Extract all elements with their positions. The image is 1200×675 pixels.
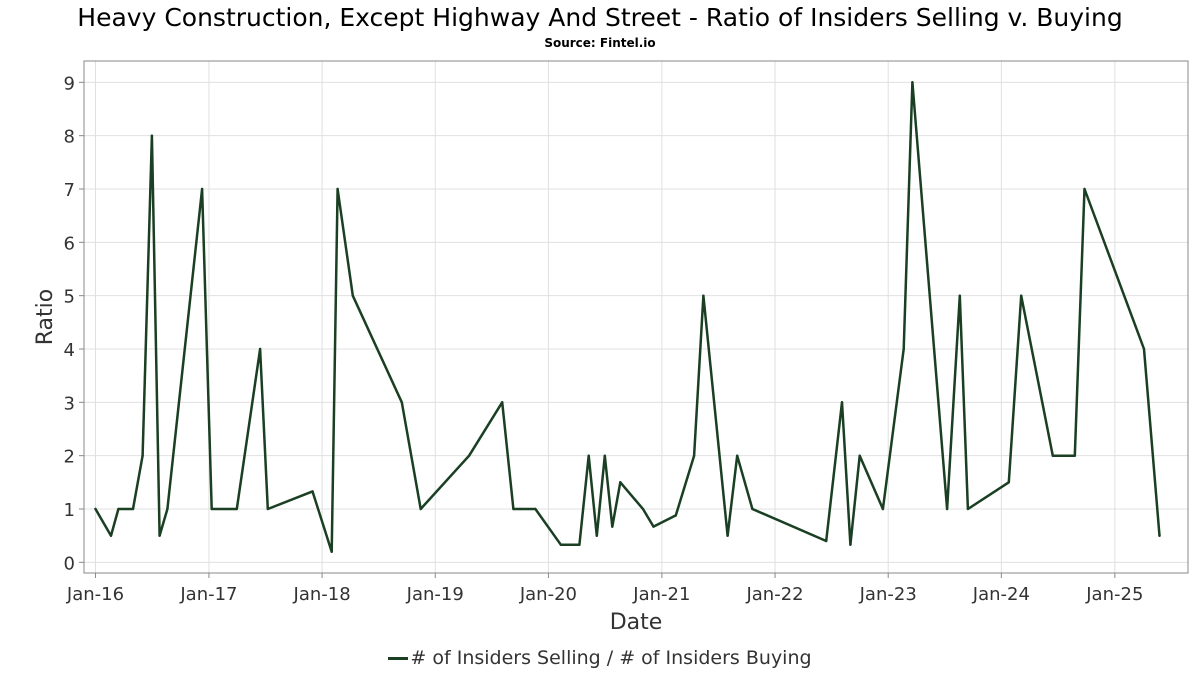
y-tick-label: 4 — [64, 340, 75, 361]
data-point — [141, 454, 144, 457]
data-point — [603, 454, 606, 457]
y-tick-label: 9 — [64, 73, 75, 94]
data-point — [200, 187, 204, 191]
data-point — [1083, 187, 1086, 191]
y-axis: 0 1 2 3 4 5 6 7 8 9 — [64, 73, 84, 574]
x-tick-label: Jan-21 — [632, 584, 690, 605]
data-point — [1142, 347, 1146, 351]
data-point — [619, 481, 622, 484]
data-point — [131, 507, 135, 511]
y-axis-label: Ratio — [33, 289, 58, 345]
data-point — [751, 507, 754, 511]
data-point — [945, 507, 949, 511]
data-point — [158, 534, 161, 537]
data-point — [611, 525, 614, 528]
data-point — [911, 81, 914, 84]
y-tick-label: 5 — [64, 287, 75, 308]
data-point — [674, 514, 677, 517]
data-point — [587, 454, 590, 457]
data-point — [902, 347, 905, 351]
data-point — [419, 507, 422, 511]
data-point — [840, 401, 844, 404]
grid-lines — [84, 61, 1188, 573]
data-point — [512, 507, 515, 511]
data-point — [1158, 534, 1161, 537]
data-point — [94, 507, 97, 511]
plot-frame — [83, 60, 1189, 574]
data-point — [1020, 294, 1023, 297]
x-tick-label: Jan-22 — [745, 584, 803, 605]
x-tick-label: Jan-16 — [66, 584, 124, 605]
data-point — [825, 539, 828, 543]
data-point — [1073, 454, 1077, 457]
series-layer — [94, 81, 1161, 553]
chart-subtitle: Source: Fintel.io — [544, 36, 656, 50]
data-point — [400, 401, 403, 404]
y-tick-label: 3 — [64, 393, 75, 414]
x-tick-label: Jan-19 — [406, 584, 464, 605]
data-point — [966, 507, 970, 511]
data-point — [652, 525, 655, 528]
data-point — [726, 534, 729, 537]
x-tick-label: Jan-17 — [179, 584, 237, 605]
y-tick-label: 1 — [64, 500, 75, 521]
data-point — [235, 507, 238, 511]
data-point — [1051, 454, 1055, 457]
data-point — [692, 454, 696, 457]
data-point — [736, 454, 739, 457]
data-point — [641, 507, 645, 511]
data-point — [266, 507, 269, 511]
data-point — [150, 134, 154, 137]
data-point — [166, 507, 169, 511]
data-point — [858, 454, 861, 457]
x-tick-label: Jan-25 — [1085, 584, 1143, 605]
y-tick-label: 7 — [64, 180, 75, 201]
data-point — [702, 294, 705, 297]
data-point — [578, 543, 581, 546]
legend-line-swatch — [388, 657, 409, 660]
data-point — [881, 507, 885, 511]
data-point — [351, 294, 354, 297]
data-point — [109, 534, 113, 537]
data-point — [117, 507, 120, 511]
y-tick-label: 6 — [64, 233, 75, 254]
data-point — [330, 550, 333, 553]
y-tick-label: 8 — [64, 127, 75, 148]
data-point — [849, 543, 852, 546]
data-point — [311, 490, 314, 493]
data-point — [467, 454, 471, 457]
x-tick-label: Jan-18 — [293, 584, 351, 605]
x-tick-label: Jan-23 — [859, 584, 917, 605]
data-point — [1007, 481, 1010, 484]
x-tick-label: Jan-24 — [972, 584, 1030, 605]
y-tick-label: 2 — [64, 447, 75, 468]
series-line — [94, 81, 1161, 553]
chart-title: Heavy Construction, Except Highway And S… — [77, 3, 1123, 32]
data-point — [958, 294, 961, 297]
data-point — [210, 507, 213, 511]
data-point — [559, 543, 562, 546]
data-point — [595, 534, 598, 537]
legend: # of Insiders Selling / # of Insiders Bu… — [0, 647, 1200, 669]
data-point — [258, 347, 262, 351]
data-point — [534, 507, 537, 511]
data-point — [518, 507, 522, 511]
legend-label: # of Insiders Selling / # of Insiders Bu… — [410, 647, 812, 669]
x-axis-label: Date — [610, 610, 663, 635]
x-tick-label: Jan-20 — [519, 584, 577, 605]
data-point — [336, 187, 339, 191]
x-axis: Jan-16 Jan-17 Jan-18 Jan-19 Jan-20 Jan-21 Jan-… — [66, 573, 1143, 605]
y-tick-label: 0 — [64, 553, 75, 574]
data-point — [501, 401, 504, 404]
